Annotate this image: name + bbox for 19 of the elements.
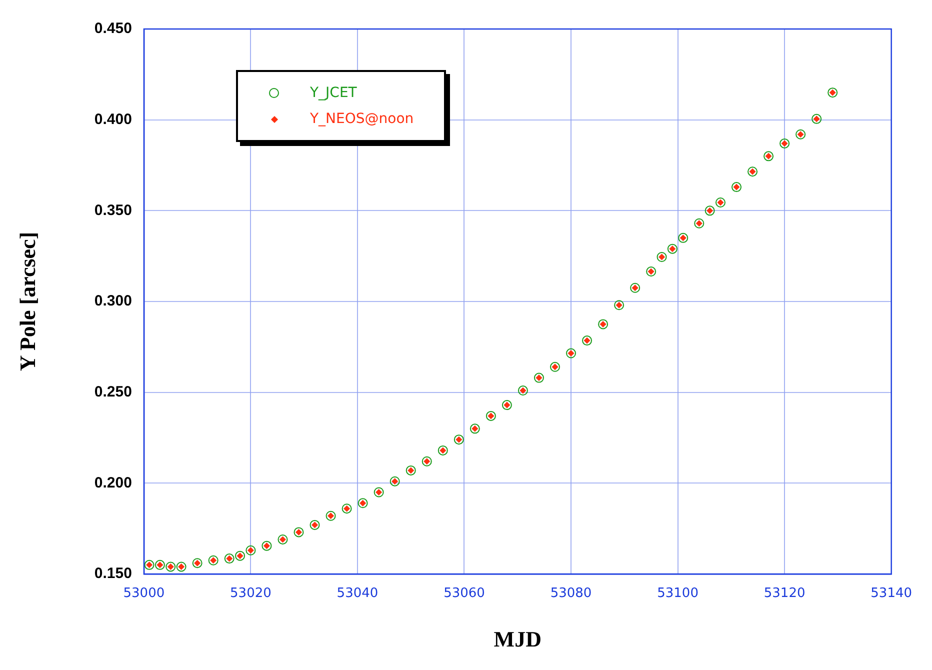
x-tick-label: 53120 (764, 586, 806, 602)
y-tick-label: 0.300 (94, 292, 132, 310)
y-tick-label: 0.200 (94, 474, 132, 492)
y-tick-label: 0.400 (94, 110, 132, 128)
y-tick-label: 0.150 (94, 565, 132, 582)
y-axis-title: Y Pole [arcsec] (14, 232, 40, 372)
x-tick-label: 53020 (230, 586, 272, 602)
legend-label: Y_NEOS@noon (310, 111, 414, 127)
x-tick-label: 53080 (550, 586, 592, 602)
x-tick-label: 53040 (336, 586, 378, 602)
legend-label: Y_JCET (310, 85, 357, 101)
x-tick-label: 53000 (123, 586, 165, 602)
y-tick-label: 0.250 (94, 383, 132, 400)
x-axis-title: MJD (494, 626, 542, 652)
x-tick-label: 53100 (657, 586, 698, 602)
x-tick-label: 53060 (444, 586, 485, 602)
x-tick-label: 53140 (870, 586, 912, 602)
y-tick-label: 0.450 (94, 20, 132, 38)
y-tick-label: 0.350 (94, 202, 132, 219)
